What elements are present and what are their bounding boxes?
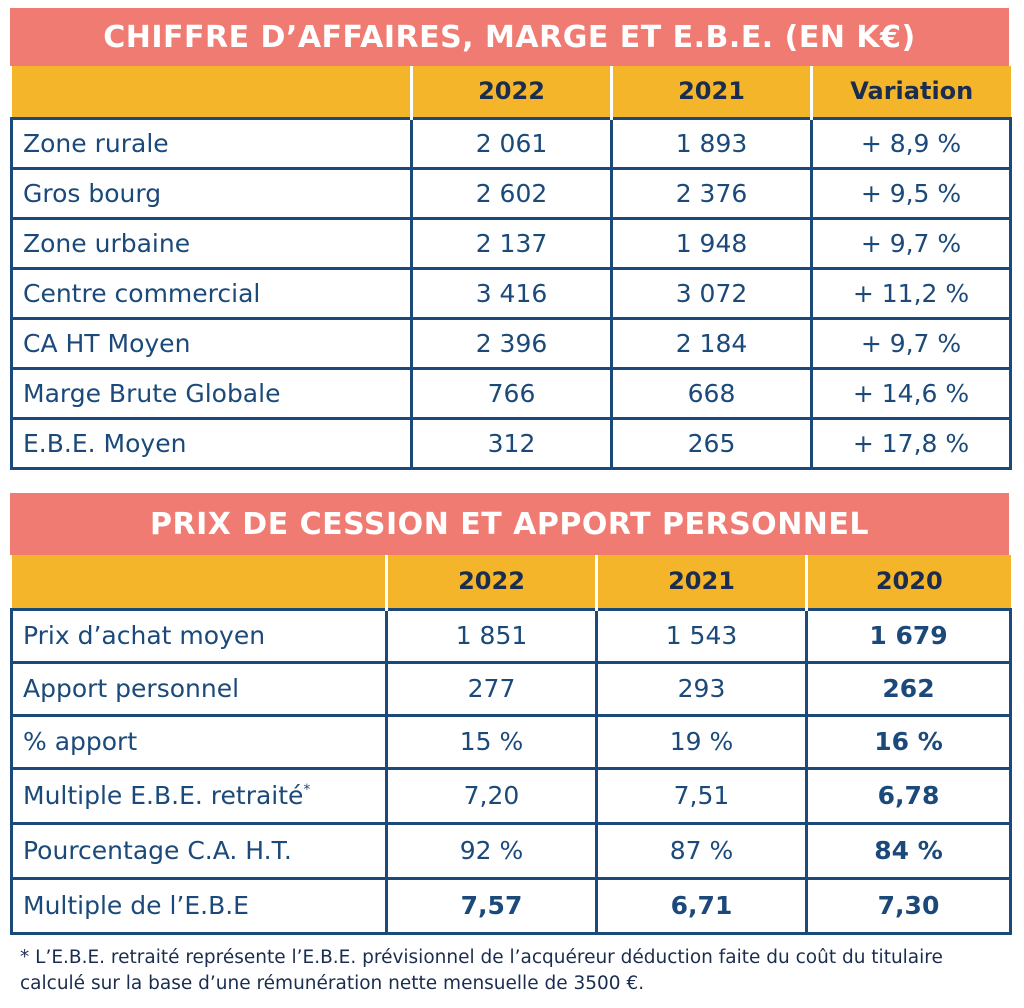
revenue-margin-panel: CHIFFRE D’AFFAIRES, MARGE ET E.B.E. (EN … xyxy=(10,8,1012,470)
cell-2022: 2 137 xyxy=(410,216,613,270)
cell-variation: + 9,5 % xyxy=(810,166,1012,220)
cell-2021: 6,71 xyxy=(595,876,808,935)
cell-2021: 3 072 xyxy=(610,266,813,320)
cell-2022: 7,57 xyxy=(385,876,598,935)
cell-2022: 2 061 xyxy=(410,116,613,170)
header-cell-empty xyxy=(11,66,412,118)
table-row: Gros bourg 2 602 2 376 + 9,5 % xyxy=(10,166,1012,220)
row-label-text: Multiple E.B.E. retraité xyxy=(23,781,304,810)
cell-2022: 2 396 xyxy=(410,316,613,370)
row-label: CA HT Moyen xyxy=(10,316,413,370)
cell-2022: 1 851 xyxy=(385,607,598,664)
table-row: Multiple de l’E.B.E 7,57 6,71 7,30 xyxy=(10,876,1012,935)
cell-2020: 84 % xyxy=(805,821,1012,880)
revenue-table: 2022 2021 Variation Zone rurale 2 061 1 … xyxy=(10,66,1012,470)
table-row: CA HT Moyen 2 396 2 184 + 9,7 % xyxy=(10,316,1012,370)
cell-2022: 766 xyxy=(410,366,613,420)
row-label: Zone urbaine xyxy=(10,216,413,270)
table-row: Prix d’achat moyen 1 851 1 543 1 679 xyxy=(10,607,1012,664)
sale-price-panel: PRIX DE CESSION ET APPORT PERSONNEL 2022… xyxy=(10,493,1012,935)
table-row: Pourcentage C.A. H.T. 92 % 87 % 84 % xyxy=(10,821,1012,880)
row-label: Pourcentage C.A. H.T. xyxy=(10,821,388,880)
cell-2021: 668 xyxy=(610,366,813,420)
row-label: Multiple de l’E.B.E xyxy=(10,876,388,935)
header-cell-2022: 2022 xyxy=(410,66,612,118)
cell-2021: 293 xyxy=(595,660,808,717)
cell-2022: 7,20 xyxy=(385,766,598,825)
cell-variation: + 8,9 % xyxy=(810,116,1012,170)
cell-2021: 2 184 xyxy=(610,316,813,370)
row-label: Marge Brute Globale xyxy=(10,366,413,420)
row-label: % apport xyxy=(10,713,388,770)
table-header-row: 2022 2021 Variation xyxy=(11,66,1011,118)
table-row: Zone urbaine 2 137 1 948 + 9,7 % xyxy=(10,216,1012,270)
sale-price-table: 2022 2021 2020 Prix d’achat moyen 1 851 … xyxy=(10,555,1012,935)
row-label: Prix d’achat moyen xyxy=(10,607,388,664)
cell-2020: 6,78 xyxy=(805,766,1012,825)
table-header-row: 2022 2021 2020 xyxy=(11,555,1011,609)
cell-2022: 277 xyxy=(385,660,598,717)
row-label: Gros bourg xyxy=(10,166,413,220)
row-label: Apport personnel xyxy=(10,660,388,717)
cell-2022: 92 % xyxy=(385,821,598,880)
header-cell-empty xyxy=(11,555,387,609)
cell-2020: 262 xyxy=(805,660,1012,717)
row-label: Centre commercial xyxy=(10,266,413,320)
footnote-marker: * xyxy=(303,782,311,798)
cell-2021: 1 893 xyxy=(610,116,813,170)
header-cell-2021: 2021 xyxy=(610,66,812,118)
cell-2022: 3 416 xyxy=(410,266,613,320)
cell-variation: + 11,2 % xyxy=(810,266,1012,320)
cell-2020: 16 % xyxy=(805,713,1012,770)
row-label: Zone rurale xyxy=(10,116,413,170)
sale-price-table-title: PRIX DE CESSION ET APPORT PERSONNEL xyxy=(10,493,1009,555)
cell-2022: 2 602 xyxy=(410,166,613,220)
cell-2021: 1 543 xyxy=(595,607,808,664)
cell-2022: 15 % xyxy=(385,713,598,770)
cell-2020: 7,30 xyxy=(805,876,1012,935)
cell-2021: 19 % xyxy=(595,713,808,770)
cell-2021: 265 xyxy=(610,416,813,470)
footnote: * L’E.B.E. retraité représente l’E.B.E. … xyxy=(20,947,943,994)
cell-2020: 1 679 xyxy=(805,607,1012,664)
table-row: Zone rurale 2 061 1 893 + 8,9 % xyxy=(10,116,1012,170)
cell-2021: 87 % xyxy=(595,821,808,880)
header-cell-2021: 2021 xyxy=(595,555,807,609)
header-cell-2022: 2022 xyxy=(385,555,597,609)
cell-2021: 2 376 xyxy=(610,166,813,220)
table-row: Centre commercial 3 416 3 072 + 11,2 % xyxy=(10,266,1012,320)
revenue-table-title: CHIFFRE D’AFFAIRES, MARGE ET E.B.E. (EN … xyxy=(10,8,1009,66)
cell-2021: 1 948 xyxy=(610,216,813,270)
table-row: Apport personnel 277 293 262 xyxy=(10,660,1012,717)
header-cell-2020: 2020 xyxy=(805,555,1011,609)
row-label: Multiple E.B.E. retraité* xyxy=(10,766,388,825)
header-cell-variation: Variation xyxy=(810,66,1011,118)
table-row: Multiple E.B.E. retraité* 7,20 7,51 6,78 xyxy=(10,766,1012,825)
table-row: E.B.E. Moyen 312 265 + 17,8 % xyxy=(10,416,1012,470)
table-row: Marge Brute Globale 766 668 + 14,6 % xyxy=(10,366,1012,420)
cell-2022: 312 xyxy=(410,416,613,470)
cell-variation: + 14,6 % xyxy=(810,366,1012,420)
cell-variation: + 9,7 % xyxy=(810,216,1012,270)
table-row: % apport 15 % 19 % 16 % xyxy=(10,713,1012,770)
cell-variation: + 9,7 % xyxy=(810,316,1012,370)
cell-variation: + 17,8 % xyxy=(810,416,1012,470)
row-label: E.B.E. Moyen xyxy=(10,416,413,470)
cell-2021: 7,51 xyxy=(595,766,808,825)
